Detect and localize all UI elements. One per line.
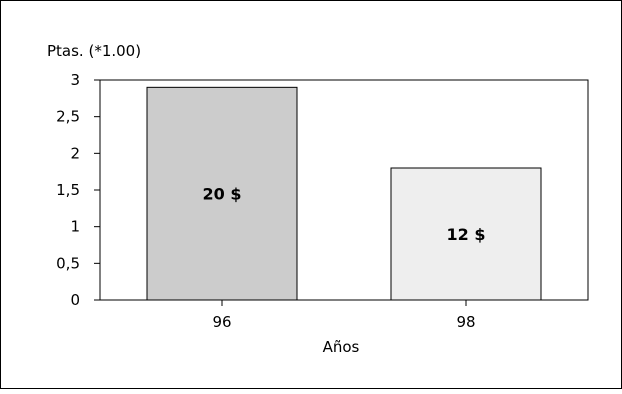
y-tick-label: 3 (70, 71, 80, 89)
y-tick-label: 0 (70, 291, 80, 309)
x-tick-label: 96 (212, 313, 231, 331)
y-tick-label: 1,5 (56, 181, 80, 199)
y-tick-label: 2,5 (56, 108, 80, 126)
y-tick-label: 0,5 (56, 254, 80, 272)
y-tick-label: 2 (70, 144, 80, 162)
bar-data-label: 20 $ (203, 185, 242, 204)
x-tick-label: 98 (456, 313, 475, 331)
x-axis-label: Años (323, 338, 360, 356)
bar-data-label: 12 $ (447, 225, 486, 244)
y-tick-label: 1 (70, 218, 80, 236)
y-axis-label: Ptas. (*1.00) (47, 42, 141, 60)
